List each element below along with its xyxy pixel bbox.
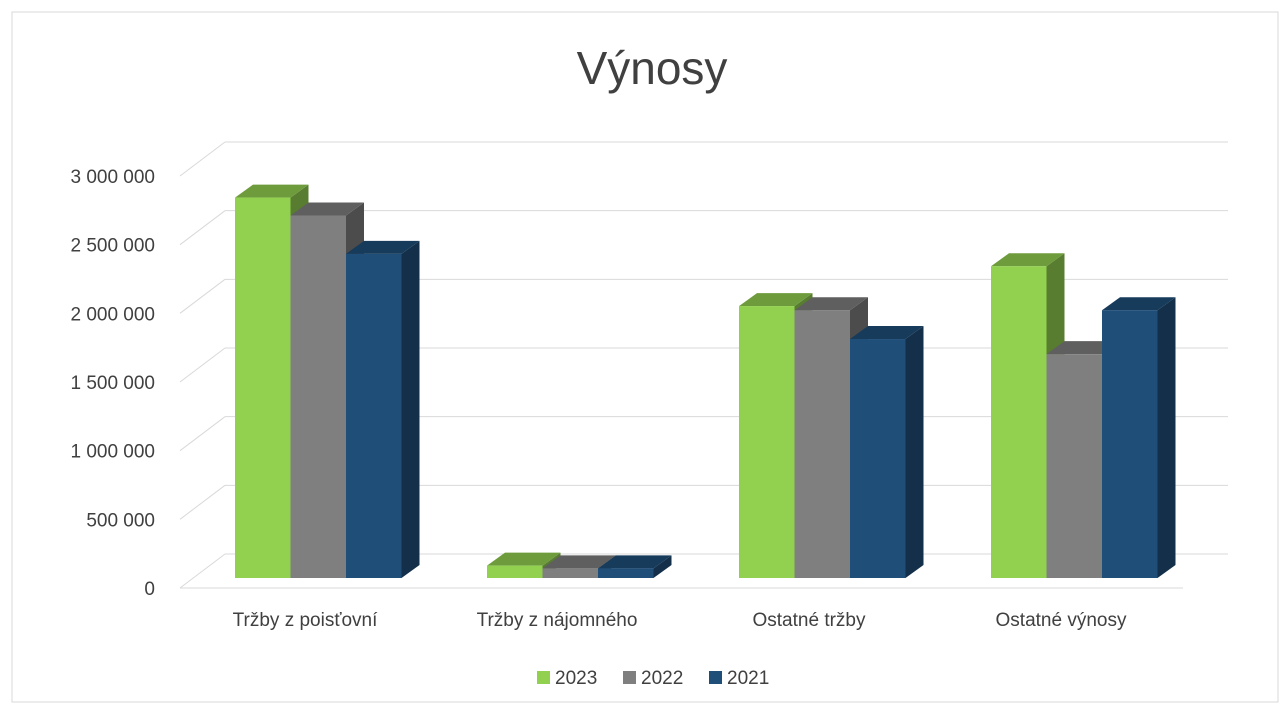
bar	[739, 306, 795, 578]
bar-top	[542, 555, 616, 569]
grid-line-side	[179, 210, 226, 246]
x-tick-label: Tržby z nájomného	[477, 610, 638, 631]
bar	[542, 568, 598, 578]
bar-top	[290, 202, 364, 216]
grid-line-side	[179, 416, 226, 452]
legend-swatch	[623, 671, 636, 684]
bar-top	[346, 240, 420, 254]
bar-top	[487, 552, 561, 566]
y-tick-label: 500 000	[86, 510, 155, 531]
bar	[850, 339, 906, 578]
y-tick-label: 0	[144, 579, 155, 600]
bar-top	[850, 326, 924, 340]
bar	[991, 266, 1047, 578]
bar	[1046, 354, 1102, 578]
bar-top	[739, 293, 813, 307]
bar-top	[794, 297, 868, 311]
bar-top	[598, 555, 672, 569]
bar	[235, 197, 291, 578]
grid-line-side	[179, 278, 226, 314]
grid-line-side	[179, 141, 226, 177]
y-tick-label: 3 000 000	[70, 167, 155, 188]
grid-line-side	[179, 484, 226, 520]
y-tick-label: 1 500 000	[70, 373, 155, 394]
bar	[487, 565, 543, 578]
bar-side	[653, 555, 672, 578]
bar-side	[905, 326, 924, 578]
bar	[346, 253, 402, 579]
legend-swatch	[537, 671, 550, 684]
x-tick-label: Tržby z poisťovní	[233, 610, 378, 631]
bar-side	[1157, 297, 1176, 578]
x-tick-label: Ostatné výnosy	[996, 610, 1127, 631]
legend-label: 2021	[727, 668, 769, 689]
grid-line-side	[179, 347, 226, 383]
bar-top	[1046, 341, 1120, 355]
bar	[290, 215, 346, 578]
bar	[598, 568, 654, 578]
bar	[1102, 310, 1158, 578]
legend-label: 2022	[641, 668, 683, 689]
bar-side	[401, 240, 420, 579]
grid-line-side	[179, 553, 226, 589]
x-tick-label: Ostatné tržby	[753, 610, 866, 631]
bar-top	[991, 253, 1065, 267]
y-tick-label: 1 000 000	[70, 442, 155, 463]
bar-top	[1102, 297, 1176, 311]
y-tick-label: 2 500 000	[70, 236, 155, 257]
legend-label: 2023	[555, 668, 597, 689]
bar-top	[235, 184, 309, 198]
y-tick-label: 2 000 000	[70, 304, 155, 325]
chart-title: Výnosy	[577, 42, 728, 94]
legend-swatch	[709, 671, 722, 684]
bar	[794, 310, 850, 578]
